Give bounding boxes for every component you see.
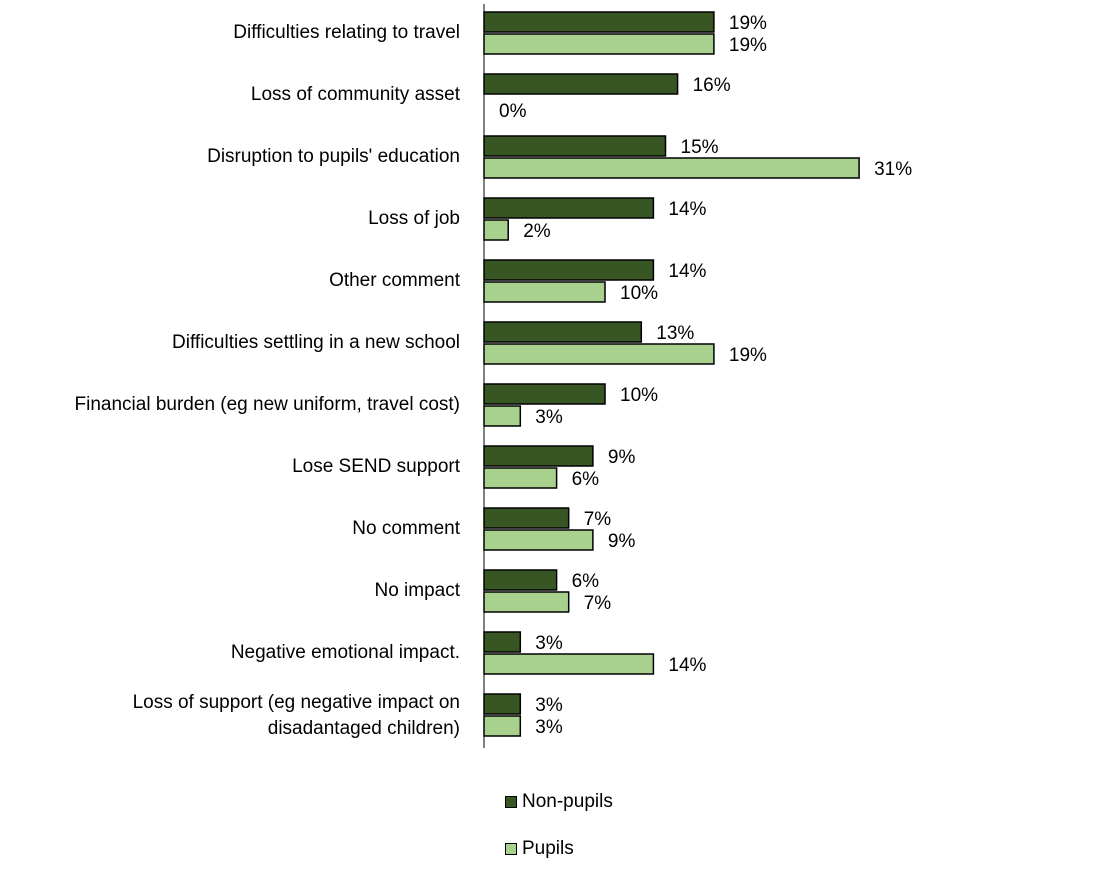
bar-non-pupils — [483, 693, 522, 715]
bar-pupils — [483, 157, 860, 179]
data-label-pupils: 6% — [572, 469, 600, 490]
bar-non-pupils — [483, 135, 667, 157]
bar-non-pupils — [483, 321, 643, 343]
data-label-non-pupils: 14% — [668, 261, 706, 282]
bar-non-pupils — [483, 383, 606, 405]
category-label: Lose SEND support — [292, 456, 461, 477]
category-labels-group: Difficulties relating to travel Loss of c… — [75, 22, 461, 739]
legend-item-non-pupils: Non-pupils — [505, 790, 613, 814]
bar-non-pupils — [483, 11, 715, 33]
category-label: Loss of job — [368, 208, 460, 229]
category-label: No comment — [352, 518, 460, 539]
data-label-pupils: 19% — [729, 35, 767, 56]
data-label-non-pupils: 10% — [620, 385, 658, 406]
data-label-non-pupils: 19% — [729, 13, 767, 34]
bar-pupils — [483, 281, 606, 303]
bar-non-pupils — [483, 259, 655, 281]
category-label: Financial burden (eg new uniform, travel… — [75, 394, 460, 415]
bar-pupils — [483, 715, 522, 737]
data-label-non-pupils: 14% — [668, 199, 706, 220]
data-label-pupils: 10% — [620, 283, 658, 304]
legend-swatch-pupils — [505, 843, 517, 855]
data-label-pupils: 7% — [584, 593, 612, 614]
data-label-pupils: 0% — [499, 101, 527, 122]
bar-non-pupils — [483, 197, 655, 219]
legend-label-pupils: Pupils — [522, 838, 574, 859]
data-label-non-pupils: 13% — [656, 323, 694, 344]
data-label-non-pupils: 6% — [572, 571, 600, 592]
data-label-non-pupils: 9% — [608, 447, 636, 468]
bar-non-pupils — [483, 569, 558, 591]
bar-non-pupils — [483, 73, 679, 95]
bar-non-pupils — [483, 445, 594, 467]
data-label-pupils: 9% — [608, 531, 636, 552]
bar-non-pupils — [483, 507, 570, 529]
data-label-pupils: 14% — [668, 655, 706, 676]
bar-pupils — [483, 405, 522, 427]
category-label: Difficulties relating to travel — [233, 22, 460, 43]
data-label-pupils: 19% — [729, 345, 767, 366]
bar-pupils — [483, 591, 570, 613]
bar-pupils — [483, 653, 655, 675]
legend: Non-pupils Pupils — [505, 790, 613, 884]
data-label-non-pupils: 15% — [681, 137, 719, 158]
bar-chart: Difficulties relating to travel Loss of c… — [75, 4, 912, 748]
category-label: Other comment — [329, 270, 461, 291]
data-label-non-pupils: 3% — [535, 633, 563, 654]
data-label-non-pupils: 16% — [693, 75, 731, 96]
bar-non-pupils — [483, 631, 522, 653]
legend-swatch-non-pupils — [505, 796, 517, 808]
category-label: Loss of support (eg negative impact on di… — [133, 692, 460, 739]
data-label-pupils: 2% — [523, 221, 551, 242]
bar-pupils — [483, 219, 509, 241]
value-labels-group: 19%19%16%0%15%31%14%2%14%10%13%19%10%3%9… — [499, 13, 912, 738]
bar-pupils — [483, 467, 558, 489]
data-label-non-pupils: 7% — [584, 509, 612, 530]
legend-item-pupils: Pupils — [505, 837, 613, 861]
data-label-pupils: 31% — [874, 159, 912, 180]
category-label: Disruption to pupils' education — [207, 146, 460, 167]
bar-pupils — [483, 529, 594, 551]
data-label-non-pupils: 3% — [535, 695, 563, 716]
bar-pupils — [483, 343, 715, 365]
category-label: No impact — [374, 580, 460, 601]
bars-group — [483, 11, 860, 737]
data-label-pupils: 3% — [535, 407, 563, 428]
category-label: Negative emotional impact. — [231, 642, 460, 663]
data-label-pupils: 3% — [535, 717, 563, 738]
category-label: Loss of community asset — [251, 84, 461, 105]
legend-label-non-pupils: Non-pupils — [522, 791, 613, 812]
category-label: Difficulties settling in a new school — [172, 332, 460, 353]
bar-pupils — [483, 33, 715, 55]
